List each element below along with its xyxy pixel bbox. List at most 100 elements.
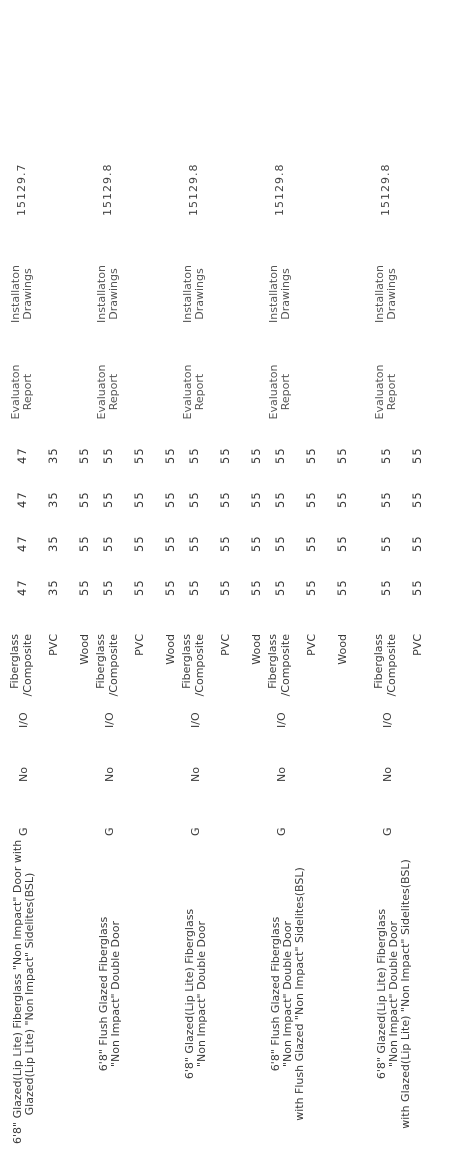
report-text: Report (279, 373, 292, 411)
approval-code: 15129.7 (15, 163, 28, 217)
rating-value: 55 (410, 447, 424, 464)
material-name: Fiberglass (8, 634, 21, 689)
material-label: PVC (305, 634, 318, 704)
drawings-text: Drawings (385, 268, 398, 320)
rating-value: 55 (163, 535, 177, 552)
material-label: Fiberglass/Composite (266, 634, 292, 704)
material-name: PVC (133, 634, 146, 656)
installation-drawings-link[interactable]: Installaton Drawings (373, 259, 398, 329)
rating-value: 55 (273, 491, 287, 508)
rating-value: 47 (15, 535, 29, 552)
material-label: Fiberglass/Composite (8, 634, 34, 704)
rating-value: 55 (77, 535, 91, 552)
rating-value: 55 (101, 491, 115, 508)
material-label: Wood (336, 634, 349, 704)
evaluation-report-link[interactable]: Evaluaton Report (181, 357, 206, 427)
evaluation-report-link[interactable]: Evaluaton Report (267, 357, 292, 427)
report-text: Report (107, 373, 120, 411)
material-name: PVC (47, 634, 60, 656)
material-name: Fiberglass (180, 634, 193, 689)
material-name: /Composite (21, 634, 34, 697)
rating-value: 55 (187, 491, 201, 508)
material-name: /Composite (193, 634, 206, 697)
material-subrow: Wood 55 55 55 55 (328, 0, 358, 1152)
rating-value: 55 (379, 491, 393, 508)
approval-code: 15129.8 (379, 163, 392, 217)
rating-value: 55 (218, 447, 232, 464)
material-subrow: PVC 55 55 55 55 (211, 0, 241, 1152)
material-label: Fiberglass/Composite (94, 634, 120, 704)
approval-code: 15129.8 (273, 163, 286, 217)
rating-value: 55 (410, 535, 424, 552)
installation-drawings-link[interactable]: Installaton Drawings (95, 259, 120, 329)
material-name: Fiberglass (266, 634, 279, 689)
material-subrow: PVC 55 55 55 55 (297, 0, 327, 1152)
rating-value: 55 (249, 535, 263, 552)
evaluation-report-link[interactable]: Evaluaton Report (95, 357, 120, 427)
rating-value: 55 (335, 447, 349, 464)
material-name: Wood (250, 634, 263, 665)
material-label: Wood (78, 634, 91, 704)
rating-value: 55 (410, 491, 424, 508)
material-label: Fiberglass/Composite (372, 634, 398, 704)
rating-value: 55 (77, 579, 91, 596)
material-subrow: PVC 55 55 55 55 (125, 0, 155, 1152)
rating-value: 55 (187, 535, 201, 552)
rating-value: 55 (335, 579, 349, 596)
rating-value: 55 (101, 535, 115, 552)
material-name: Fiberglass (94, 634, 107, 689)
drawings-text: Drawings (107, 268, 120, 320)
rating-value: 47 (15, 579, 29, 596)
evaluation-report-link[interactable]: Evaluaton Report (9, 357, 34, 427)
rating-value: 55 (77, 447, 91, 464)
report-text: Report (385, 373, 398, 411)
material-label: Fiberglass/Composite (180, 634, 206, 704)
material-name: PVC (411, 634, 424, 656)
material-label: PVC (411, 634, 424, 704)
approval-code: 15129.8 (187, 163, 200, 217)
material-label: Wood (164, 634, 177, 704)
drawings-text: Drawings (21, 268, 34, 320)
material-name: /Composite (107, 634, 120, 697)
rating-value: 55 (101, 447, 115, 464)
installation-drawings-link[interactable]: Installaton Drawings (9, 259, 34, 329)
rating-value: 55 (249, 579, 263, 596)
rating-value: 47 (15, 491, 29, 508)
rating-value: 55 (335, 491, 349, 508)
rating-value: 55 (379, 535, 393, 552)
rating-value: 55 (273, 447, 287, 464)
rating-value: 35 (46, 535, 60, 552)
material-label: PVC (133, 634, 146, 704)
material-label: PVC (47, 634, 60, 704)
rating-value: 55 (218, 535, 232, 552)
rating-value: 47 (15, 447, 29, 464)
installation-drawings-link[interactable]: Installaton Drawings (267, 259, 292, 329)
rating-value: 55 (163, 447, 177, 464)
material-name: /Composite (279, 634, 292, 697)
material-subrow: PVC 35 35 35 35 (39, 0, 69, 1152)
material-subrow: PVC 55 55 55 55 (403, 0, 433, 1152)
rating-value: 55 (132, 579, 146, 596)
rating-value: 55 (304, 491, 318, 508)
rating-value: 35 (46, 579, 60, 596)
material-name: Fiberglass (372, 634, 385, 689)
report-text: Report (193, 373, 206, 411)
approval-code: 15129.8 (101, 163, 114, 217)
rating-value: 55 (379, 579, 393, 596)
rating-value: 55 (132, 447, 146, 464)
rating-value: 55 (304, 447, 318, 464)
rating-value: 55 (132, 535, 146, 552)
rating-value: 35 (46, 447, 60, 464)
material-name: /Composite (385, 634, 398, 697)
evaluation-report-link[interactable]: Evaluaton Report (373, 357, 398, 427)
installation-drawings-link[interactable]: Installaton Drawings (181, 259, 206, 329)
drawings-text: Drawings (193, 268, 206, 320)
rating-value: 55 (249, 491, 263, 508)
rating-value: 55 (273, 579, 287, 596)
rating-value: 55 (304, 535, 318, 552)
rating-value: 55 (101, 579, 115, 596)
rating-value: 55 (304, 579, 318, 596)
material-name: PVC (219, 634, 232, 656)
report-text: Report (21, 373, 34, 411)
